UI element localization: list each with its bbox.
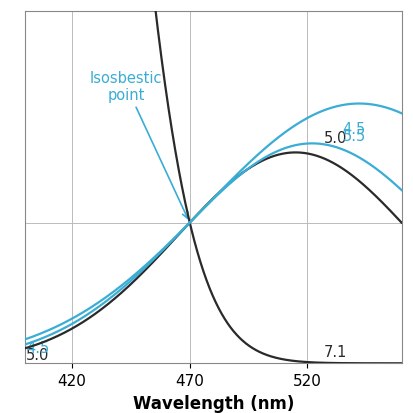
Text: Isosbestic
point: Isosbestic point [90,70,188,219]
Text: 5.5: 5.5 [342,129,365,144]
Text: 7.1: 7.1 [323,344,347,360]
Text: 5.0: 5.0 [26,347,49,362]
Text: 5.0: 5.0 [323,131,347,146]
Text: 4.5: 4.5 [26,340,49,355]
Text: 7.1: 7.1 [26,0,49,3]
X-axis label: Wavelength (nm): Wavelength (nm) [132,394,293,412]
Text: 4.5: 4.5 [342,122,365,137]
